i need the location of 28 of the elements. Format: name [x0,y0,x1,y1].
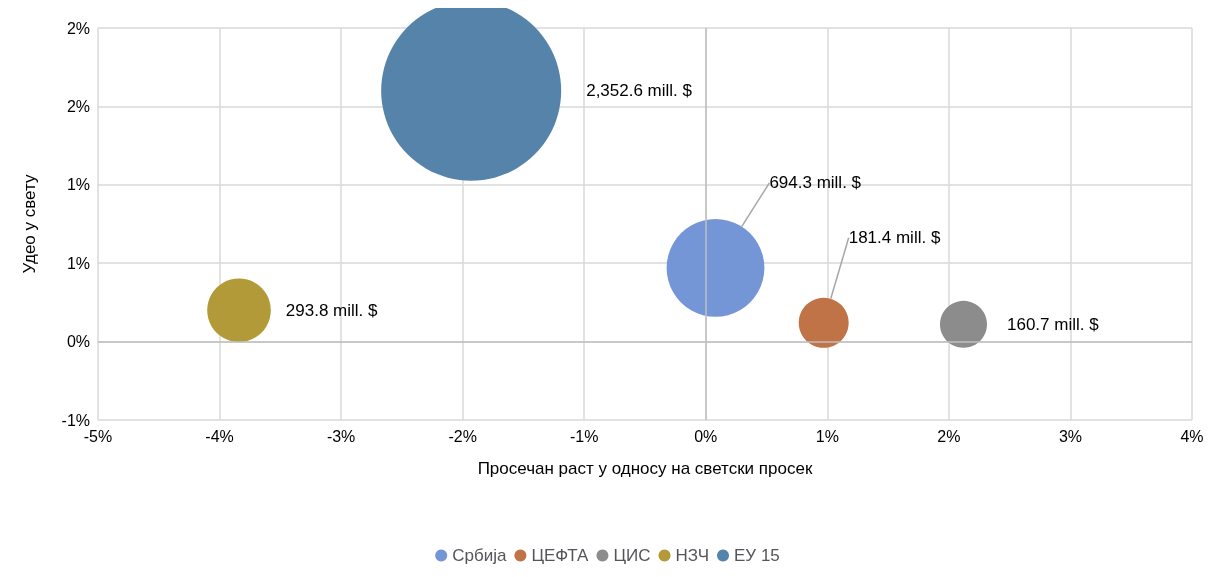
data-label: 2,352.6 mill. $ [586,81,693,101]
y-tick-label: -1% [61,411,90,429]
y-tick-label: 0% [66,333,90,351]
x-tick-label: -1% [570,427,599,445]
legend-label: ЦИС [613,546,651,565]
x-tick-label: -4% [205,427,234,445]
y-tick-label: 1% [66,176,90,194]
legend-label: Србија [452,546,507,565]
x-tick-label: -5% [83,427,113,445]
data-label: 181.4 mill. $ [848,228,941,248]
legend-label: ЦЕФТА [531,546,590,565]
x-axis-title: Просечан раст у односу на светски просек [477,459,813,478]
x-tick-label: 2% [937,427,961,445]
data-label: 694.3 mill. $ [769,173,862,193]
x-tick-label: 1% [815,427,839,445]
legend-label: ЕУ 15 [734,546,780,565]
data-label: 293.8 mill. $ [285,300,379,320]
y-tick-label: 2% [66,19,90,37]
x-tick-label: 3% [1058,427,1083,445]
data-label: 160.7 mill. $ [1007,314,1100,334]
y-tick-label: 2% [66,97,90,115]
x-tick-label: -2% [448,427,477,445]
y-tick-label: 1% [66,254,90,272]
x-tick-label: -3% [326,427,356,445]
legend-label: НЗЧ [675,546,710,565]
x-tick-label: 4% [1180,427,1204,445]
x-tick-label: 0% [694,427,718,445]
y-axis-title: Удео у свету [20,174,39,274]
